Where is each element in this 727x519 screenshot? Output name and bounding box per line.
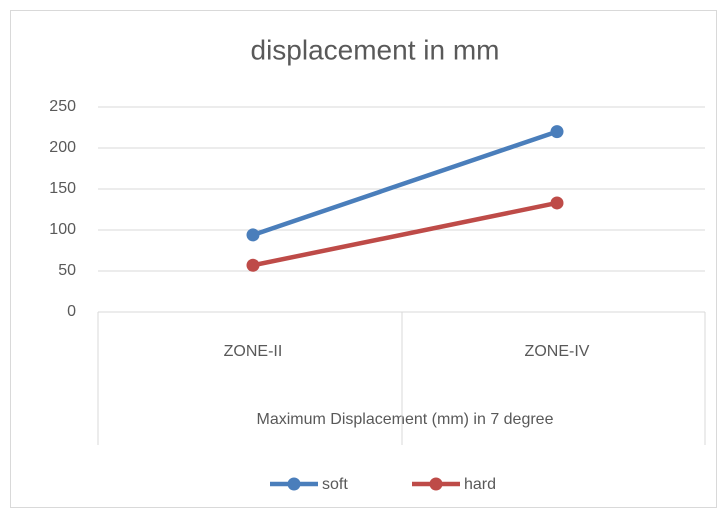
series-marker — [246, 258, 260, 272]
series-line — [250, 200, 560, 268]
legend-marker — [429, 477, 443, 491]
y-tick-label: 150 — [49, 180, 76, 197]
x-tick-label: ZONE-II — [224, 343, 283, 360]
x-axis-title: Maximum Displacement (mm) in 7 degree — [257, 411, 554, 428]
y-tick-label: 0 — [67, 303, 76, 320]
legend-label: hard — [464, 476, 496, 493]
x-tick-label: ZONE-IV — [525, 343, 590, 360]
chart-title: displacement in mm — [251, 34, 500, 65]
y-tick-label: 250 — [49, 98, 76, 115]
y-tick-label: 50 — [58, 262, 76, 279]
y-tick-label: 200 — [49, 139, 76, 156]
series-marker — [550, 196, 564, 210]
legend-marker — [287, 477, 301, 491]
series-marker — [246, 228, 260, 242]
legend-label: soft — [322, 476, 348, 493]
series-marker — [550, 125, 564, 139]
series-line — [250, 129, 560, 238]
y-tick-label: 100 — [49, 221, 76, 238]
chart-border — [10, 10, 717, 508]
